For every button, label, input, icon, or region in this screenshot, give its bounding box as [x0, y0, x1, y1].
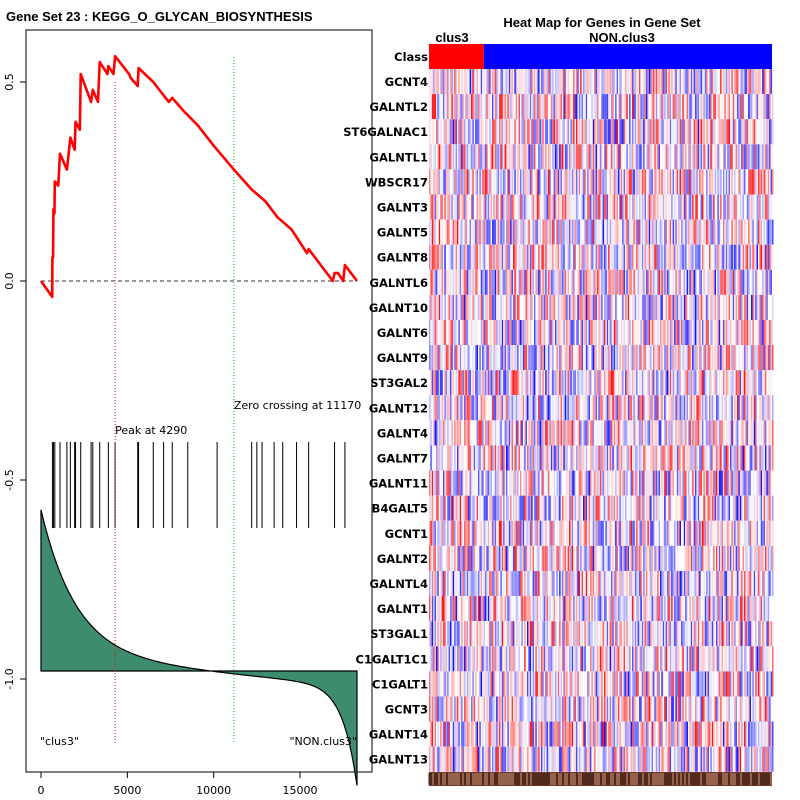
heatmap-row	[429, 571, 774, 597]
heatmap-row	[429, 370, 774, 396]
enrichment-score-curve	[39, 54, 359, 299]
heatmap-row	[429, 169, 774, 195]
gene-label: GALNT14	[369, 728, 428, 742]
gene-label: GCNT3	[385, 703, 428, 717]
gene-label: GALNT5	[377, 226, 428, 240]
gene-labels: GCNT4 GALNTL2 ST6GALNAC1 GALNTL1 WBSCR17 GALN…	[343, 75, 428, 767]
heatmap-row	[429, 345, 774, 371]
gene-label: GALNT12	[369, 401, 428, 415]
zero-crossing-label: Zero crossing at 11170	[234, 399, 361, 412]
gene-label: C1GALT1	[372, 677, 428, 691]
heatmap-row	[429, 294, 774, 320]
gene-label: ST3GAL2	[370, 376, 428, 390]
gene-label: GALNT11	[369, 477, 428, 491]
heatmap-title: Heat Map for Genes in Gene Set	[503, 15, 701, 30]
bottom-strip	[428, 772, 772, 786]
gene-label: GALNT1	[377, 602, 428, 616]
heatmap-row	[429, 219, 774, 245]
enrichment-plot-title: Gene Set 23 : KEGG_O_GLYCAN_BIOSYNTHESIS	[6, 9, 313, 24]
x-tick-label: 15000	[283, 784, 318, 797]
gene-label: GALNTL6	[370, 276, 428, 290]
heatmap-row	[429, 470, 774, 496]
gene-label: GALNT8	[377, 251, 428, 265]
gene-label: GCNT1	[385, 527, 428, 541]
y-axis: 0.5 0.0 -0.5 -1.0	[3, 73, 27, 690]
heatmap-row	[429, 420, 774, 446]
ranked-metric-layer	[40, 509, 358, 786]
gene-label: GALNTL2	[370, 100, 428, 114]
heatmap-row	[429, 671, 774, 697]
enrichment-score-line	[39, 54, 359, 299]
class-label-clus3: clus3	[435, 30, 468, 45]
gene-label: ST3GAL1	[370, 627, 428, 641]
heatmap-row	[429, 596, 774, 622]
y-tick-label: 0.5	[3, 73, 16, 91]
gene-label: GALNT2	[377, 552, 428, 566]
class-label-non-clus3: NON.clus3	[589, 30, 655, 45]
heatmap-panel: Heat Map for Genes in Gene Set clus3 NON…	[343, 15, 774, 786]
heatmap-row	[429, 621, 774, 647]
gene-label: GALNT10	[369, 301, 428, 315]
ranked-metric-area	[40, 509, 358, 786]
heatmap-row	[429, 119, 774, 145]
heatmap-row	[429, 144, 774, 170]
heatmap-row	[429, 395, 774, 421]
y-tick-label: -0.5	[3, 469, 16, 490]
gene-label: GALNT13	[369, 753, 428, 767]
heatmap-row	[429, 495, 774, 521]
heatmap-row	[429, 646, 774, 672]
gene-label: GALNT3	[377, 201, 428, 215]
heatmap-row	[429, 244, 774, 270]
x-tick-label: 5000	[113, 784, 141, 797]
enrichment-plot: Gene Set 23 : KEGG_O_GLYCAN_BIOSYNTHESIS…	[3, 9, 373, 797]
x-axis: 0 5000 10000 15000	[38, 771, 318, 797]
x-tick-label: 10000	[196, 784, 231, 797]
peak-label: Peak at 4290	[115, 424, 187, 437]
gene-label: GALNTL1	[370, 150, 428, 164]
gene-label: WBSCR17	[365, 175, 428, 189]
class-bar-segment	[429, 44, 484, 69]
gene-label: GALNT9	[377, 351, 428, 365]
heatmap-row	[429, 69, 774, 95]
gene-label: GALNT7	[377, 452, 428, 466]
heatmap-row	[429, 94, 774, 120]
right-class-label: "NON.clus3"	[289, 735, 357, 748]
heatmap-row	[429, 269, 774, 295]
heatmap-row	[429, 545, 774, 571]
gene-label: B4GALT5	[372, 502, 428, 516]
heatmap-row	[429, 320, 774, 346]
heatmap-cells	[429, 69, 774, 772]
heatmap-row	[429, 746, 774, 772]
y-tick-label: -1.0	[3, 668, 16, 689]
heatmap-row	[429, 721, 774, 747]
gene-label: GCNT4	[385, 75, 428, 89]
x-tick-label: 0	[38, 784, 45, 797]
gene-label: C1GALT1C1	[356, 652, 429, 666]
left-class-label: "clus3"	[40, 735, 79, 748]
class-bar	[429, 44, 772, 69]
gene-hit-ticks	[51, 442, 346, 528]
gene-label: GALNT4	[377, 426, 428, 440]
heatmap-row	[429, 520, 774, 546]
y-tick-label: 0.0	[3, 272, 16, 290]
heatmap-row	[429, 696, 774, 722]
class-row-label: Class	[394, 50, 428, 64]
heatmap-row	[429, 194, 774, 220]
gene-label: GALNTL4	[370, 577, 428, 591]
gene-label: ST6GALNAC1	[343, 125, 428, 139]
class-bar-segment	[483, 44, 772, 69]
gene-label: GALNT6	[377, 326, 428, 340]
heatmap-row	[429, 445, 774, 471]
